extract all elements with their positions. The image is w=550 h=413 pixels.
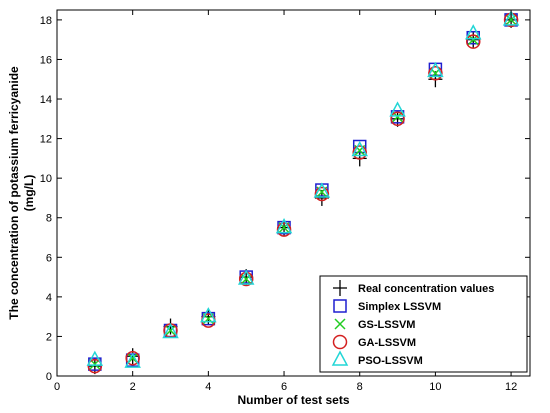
legend-label: Simplex LSSVM (358, 301, 441, 313)
data-point (124, 352, 141, 368)
data-point (237, 269, 255, 285)
series-triangle (86, 10, 520, 368)
y-tick-label: 10 (40, 173, 52, 185)
data-point (352, 145, 367, 160)
y-tick-label: 18 (40, 15, 52, 27)
data-point (502, 10, 520, 26)
tick-labels: 0 2 4 6 8 10 12 0 2 4 6 8 10 12 14 16 18 (40, 15, 517, 393)
x-axis-title: Number of test sets (237, 393, 349, 407)
legend: Real concentration values Simplex LSSVM GS… (319, 275, 528, 373)
data-point (164, 324, 177, 337)
legend-marker (333, 299, 347, 313)
data-point (86, 350, 104, 366)
x-tick-label: 10 (429, 381, 441, 393)
x-tick-label: 0 (54, 381, 60, 393)
y-tick-label: 8 (46, 213, 52, 225)
data-point (313, 182, 331, 198)
data-point (351, 140, 368, 157)
x-tick-label: 2 (130, 381, 136, 393)
data-point (125, 350, 140, 366)
y-tick-label: 12 (40, 134, 52, 146)
legend-label: PSO-LSSVM (358, 355, 423, 367)
y-tick-label: 16 (40, 54, 52, 66)
y-tick-label: 4 (46, 292, 52, 304)
legend-label: GS-LSSVM (358, 319, 415, 331)
data-point (314, 186, 330, 202)
data-point (87, 358, 103, 374)
y-axis-title: The concentration of potassium ferricyan… (7, 66, 21, 320)
data-point (200, 307, 217, 323)
data-point (464, 24, 482, 40)
data-point (427, 61, 444, 78)
legend-marker (332, 334, 348, 350)
data-point (389, 101, 406, 117)
y-tick-label: 0 (46, 371, 52, 383)
legend-item: GS-LSSVM (334, 318, 415, 331)
data-marks (86, 10, 520, 375)
x-tick-label: 6 (281, 381, 287, 393)
legend-marker (331, 350, 349, 366)
data-point (465, 34, 481, 49)
y-tick-label: 2 (46, 331, 52, 343)
data-point (275, 218, 293, 234)
data-point (162, 322, 179, 339)
y-axis-unit: (mg/L) (22, 175, 36, 212)
legend-marker (334, 318, 346, 330)
x-tick-label: 4 (205, 381, 211, 393)
legend-label: Real concentration values (358, 283, 494, 295)
legend-box (319, 275, 528, 373)
y-tick-label: 6 (46, 252, 52, 264)
legend-item: Simplex LSSVM (333, 299, 441, 313)
data-point (276, 222, 292, 237)
x-tick-label: 8 (357, 381, 363, 393)
data-point (352, 139, 367, 154)
data-point (390, 111, 405, 127)
data-point (428, 66, 443, 81)
plot-frame (56, 9, 531, 377)
legend-item: GA-LSSVM (332, 334, 416, 350)
x-tick-label: 12 (505, 381, 517, 393)
y-tick-label: 14 (40, 94, 52, 106)
legend-item: Real concentration values (333, 280, 494, 296)
legend-item: PSO-LSSVM (331, 350, 423, 367)
axis-ticks (56, 10, 530, 377)
legend-label: GA-LSSVM (358, 337, 416, 349)
